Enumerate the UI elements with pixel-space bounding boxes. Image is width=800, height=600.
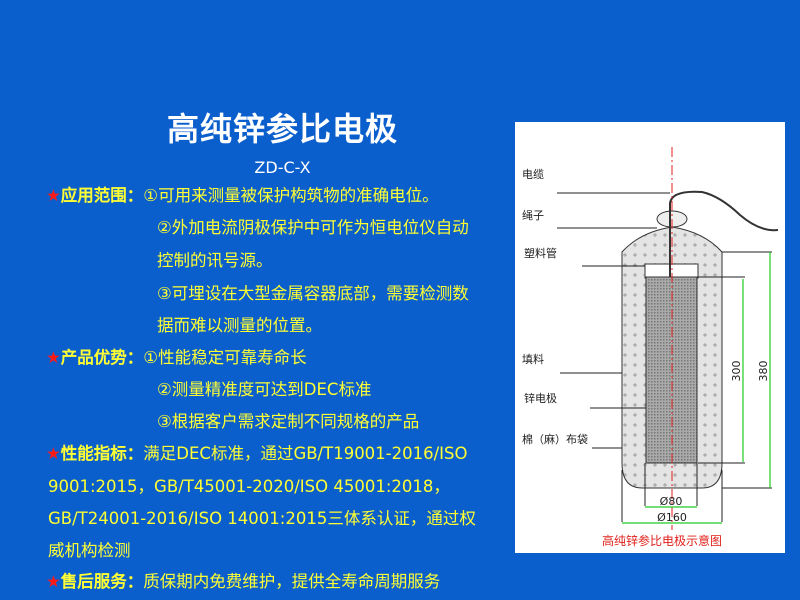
section-service: ★售后服务：质保期内免费维护，提供全寿命周期服务 [46,572,441,591]
text-line: 威机构检测 [48,541,131,560]
text-line: GB/T24001-2016/ISO 14001:2015三体系认证，通过权 [48,509,476,528]
dim-d80: Ø80 [660,495,683,508]
star-icon: ★ [46,444,61,463]
label-cotton-bag: 棉（麻）布袋 [522,432,588,446]
text-line: ③可埋设在大型金属容器底部，需要检测数 [157,284,469,303]
star-icon: ★ [46,572,61,591]
text-line: ②测量精准度可达到DEC标准 [157,380,372,399]
section-application: ★应用范围：①可用来测量被保护构筑物的准确电位。 [46,186,439,205]
dim-380: 380 [757,361,770,382]
text-line: 控制的讯号源。 [157,251,273,270]
star-icon: ★ [46,348,61,367]
figure-caption: 高纯锌参比电极示意图 [602,533,722,548]
dim-d160: Ø160 [657,511,687,524]
section-advantages: ★产品优势：①性能稳定可靠寿命长 [46,348,307,367]
label-cable: 电缆 [522,168,544,181]
dim-300: 300 [730,361,743,382]
text-line: 据而难以测量的位置。 [157,316,322,335]
section-performance: ★性能指标：满足DEC标准，通过GB/T19001-2016/ISO [46,444,468,463]
text-line: 9001:2015，GB/T45001-2020/ISO 45001:2018， [48,477,450,496]
electrode-diagram: 电缆 绳子 塑料管 填料 锌电极 棉（麻）布袋 300 380 Ø80 Ø160… [515,122,785,553]
star-icon: ★ [46,186,61,205]
label-plastic-tube: 塑料管 [524,246,557,260]
cable [669,190,779,277]
slide-title: 高纯锌参比电极 [166,110,398,148]
label-zinc-electrode: 锌电极 [524,391,557,405]
model-number: ZD-C-X [254,158,311,177]
label-rope: 绳子 [522,208,544,222]
label-filler: 填料 [522,352,544,366]
text-line: ③根据客户需求定制不同规格的产品 [157,412,420,431]
text-line: ②外加电流阴极保护中可作为恒电位仪自动 [157,218,469,237]
